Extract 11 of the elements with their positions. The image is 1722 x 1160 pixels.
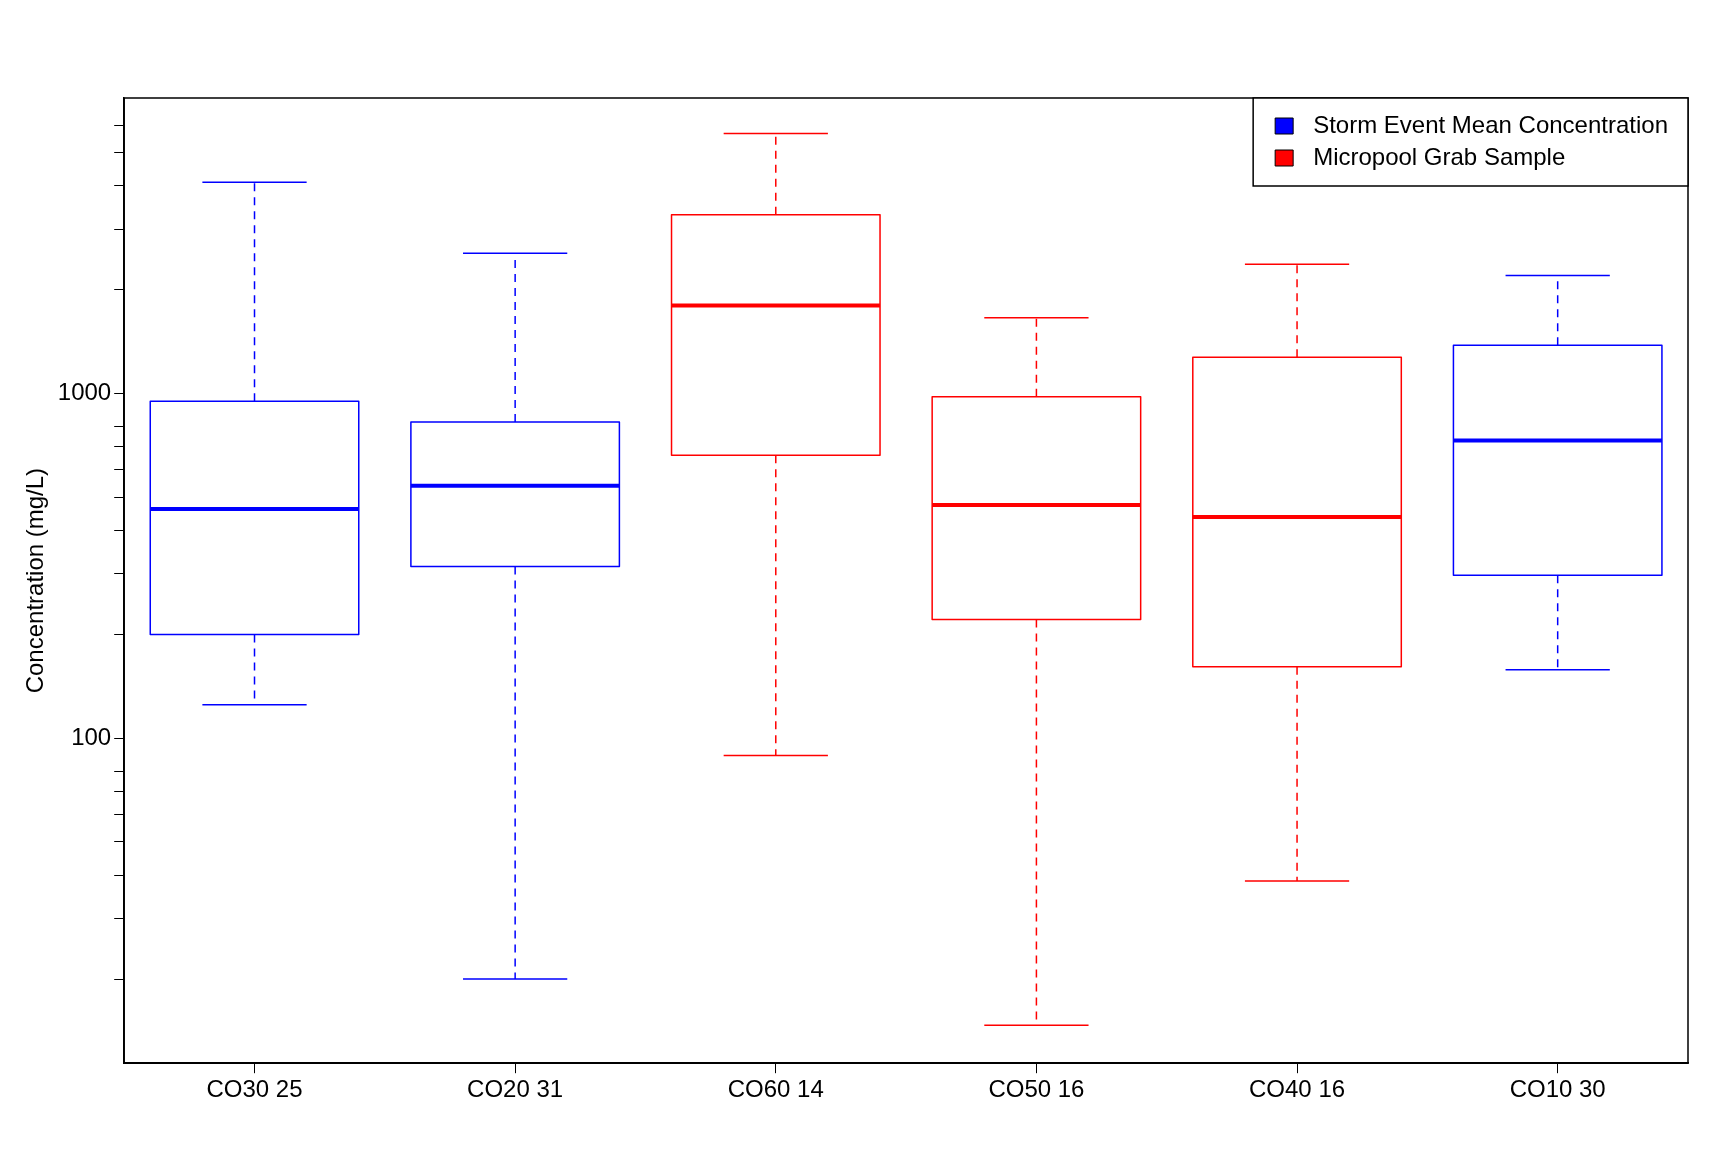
x-tick-label: CO10 30 — [1509, 1075, 1606, 1103]
x-tick-label: CO20 31 — [467, 1075, 564, 1103]
x-tick-label: CO30 25 — [206, 1075, 303, 1103]
y-tick-label: 100 — [71, 722, 112, 750]
legend-label: Micropool Grab Sample — [1313, 142, 1566, 170]
y-tick-label: 1000 — [57, 378, 112, 406]
legend-label: Storm Event Mean Concentration — [1313, 110, 1668, 138]
x-tick-label: CO60 14 — [727, 1075, 824, 1103]
x-tick-label: CO50 16 — [988, 1075, 1085, 1103]
x-tick-label: CO40 16 — [1249, 1075, 1346, 1103]
y-axis-title: Concentration (mg/L) — [21, 467, 49, 694]
